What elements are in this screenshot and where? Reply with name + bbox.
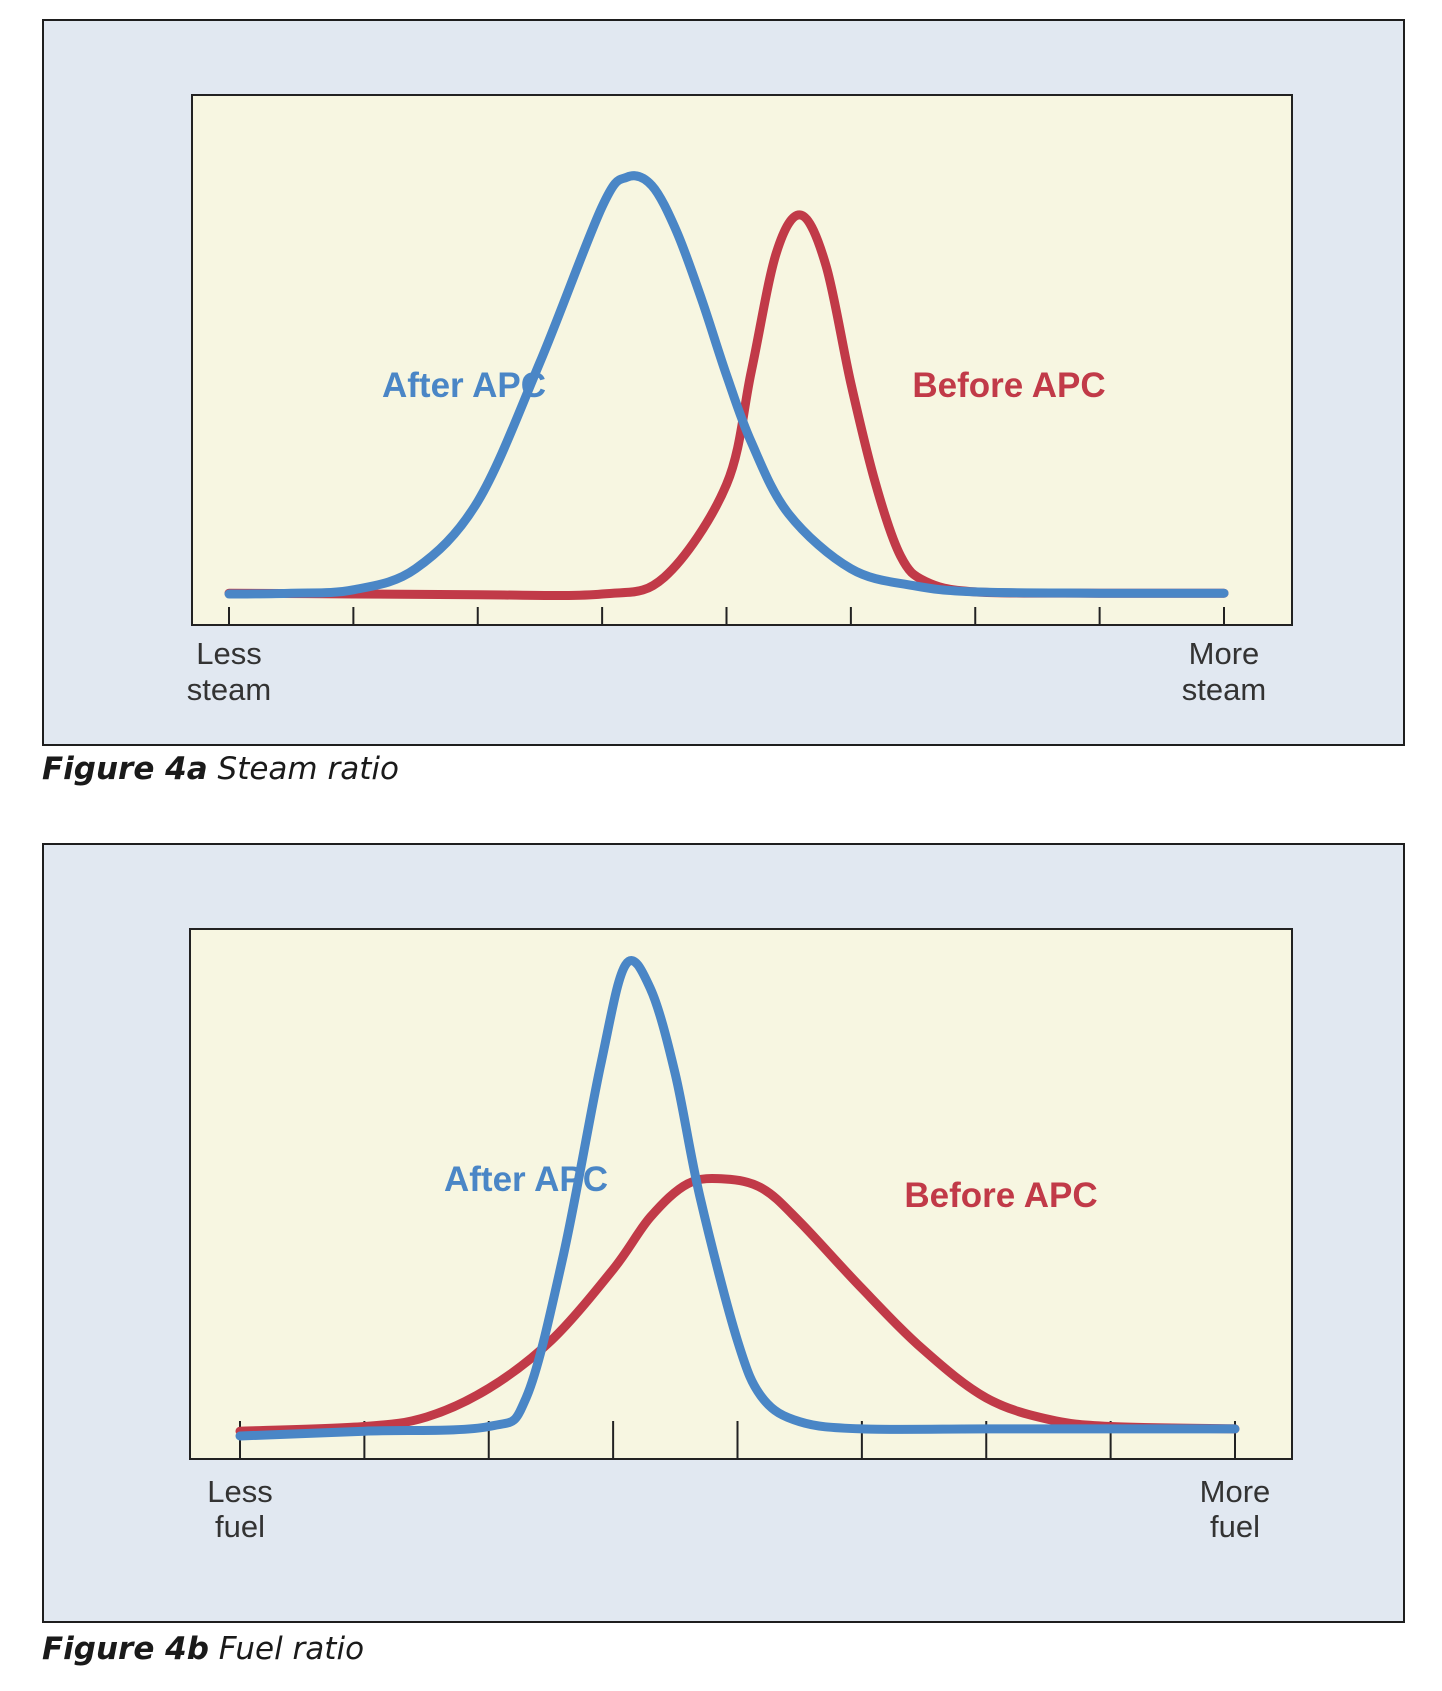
x-axis-right-label-line-1: More [1189,636,1260,671]
after-apc-series-line [235,956,1240,1441]
before-apc-series-label: Before APC [904,1176,1097,1215]
after-apc-series-label: After APC [382,366,546,405]
x-axis-left-label-line-1: Less [207,1474,272,1509]
x-axis-right-label-line-2: steam [1182,672,1266,707]
x-axis-left-label-line-1: Less [196,636,261,671]
x-axis-right-label-line-1: More [1200,1474,1271,1509]
caption-text: Fuel ratio [218,1631,365,1667]
before-apc-series-label: Before APC [912,366,1105,405]
figure-4a-caption: Figure 4a Steam ratio [42,751,399,787]
figure-4b-caption: Figure 4b Fuel ratio [42,1631,364,1667]
x-axis-left-label-line-2: steam [187,672,271,707]
caption-number: Figure 4b [42,1631,209,1667]
figure-4b-panel: Less fuel More fuel After APC Before APC [42,843,1405,1623]
before-apc-series-line [235,1173,1240,1436]
after-apc-series-label: After APC [444,1160,608,1199]
caption-text: Steam ratio [217,751,399,787]
x-axis-right-label-line-2: fuel [1210,1509,1260,1544]
caption-number: Figure 4a [42,751,208,787]
after-apc-series-line [224,171,1229,599]
plot-area [189,928,1293,1460]
figure-4a-panel: Less steam More steam After APC Before APC [42,19,1405,746]
x-axis-left-label-line-2: fuel [215,1509,265,1544]
plot-area [191,94,1293,626]
